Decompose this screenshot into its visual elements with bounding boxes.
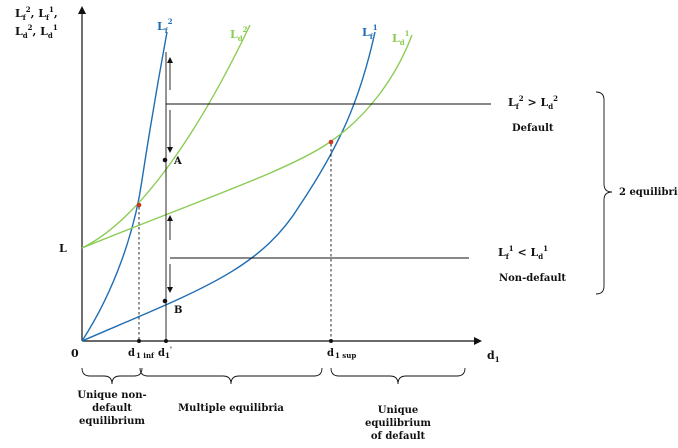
tick-label-d1-sup: d1 sup (327, 348, 356, 360)
y-axis-label-line2: Ld2, Ld1 (15, 23, 58, 40)
region-right-line1: Unique (378, 405, 418, 416)
label-lf1: Lf1 (362, 23, 378, 41)
point-a-label: A (173, 156, 182, 167)
tick-label-d1-inf: d1 inf (128, 348, 155, 360)
default-label: Default (512, 123, 554, 134)
intersection-low (136, 202, 142, 208)
non-default-condition: Lf1 < Ld1 (498, 244, 548, 261)
curve-ld2 (81, 24, 251, 249)
label-ld1: Ld1 (392, 29, 410, 47)
bottom-brace-right (330, 367, 466, 385)
right-brace-label: 2 equilibria (619, 187, 678, 198)
region-left-line1: Unique non- (77, 390, 146, 401)
region-left-line3: equilibrium (79, 416, 145, 427)
bottom-brace-middle (139, 367, 323, 385)
x-axis-label: d1 (487, 349, 500, 364)
label-lf2: Lf2 (157, 17, 173, 35)
curve-ld1 (81, 34, 413, 249)
curve-lf1 (81, 31, 376, 342)
label-ld2: Ld2 (230, 25, 248, 43)
point-b-label: B (174, 305, 182, 316)
non-default-label: Non-default (499, 273, 566, 284)
intersection-high (328, 139, 334, 145)
bottom-brace-left (81, 367, 143, 385)
default-condition: Lf2 > Ld2 (508, 94, 558, 111)
tick-d1-inf (137, 339, 141, 343)
region-left-line2: default (92, 403, 132, 414)
y-axis-label-line1: Lf2, Lf1, (15, 5, 58, 22)
origin-label: 0 (71, 347, 79, 360)
region-right-line3: of default (371, 431, 426, 442)
point-a (162, 157, 168, 163)
tick-d1-sup (329, 339, 333, 343)
tick-label-d1-prime: d1' (158, 345, 172, 360)
right-brace (595, 91, 613, 295)
region-right-line2: equilibrium (365, 418, 431, 429)
region-middle-label: Multiple equilibria (178, 403, 284, 414)
point-b (162, 298, 168, 304)
curve-lf2 (81, 31, 168, 342)
y-intercept-label: L (59, 242, 67, 255)
tick-d1-prime (164, 339, 168, 343)
